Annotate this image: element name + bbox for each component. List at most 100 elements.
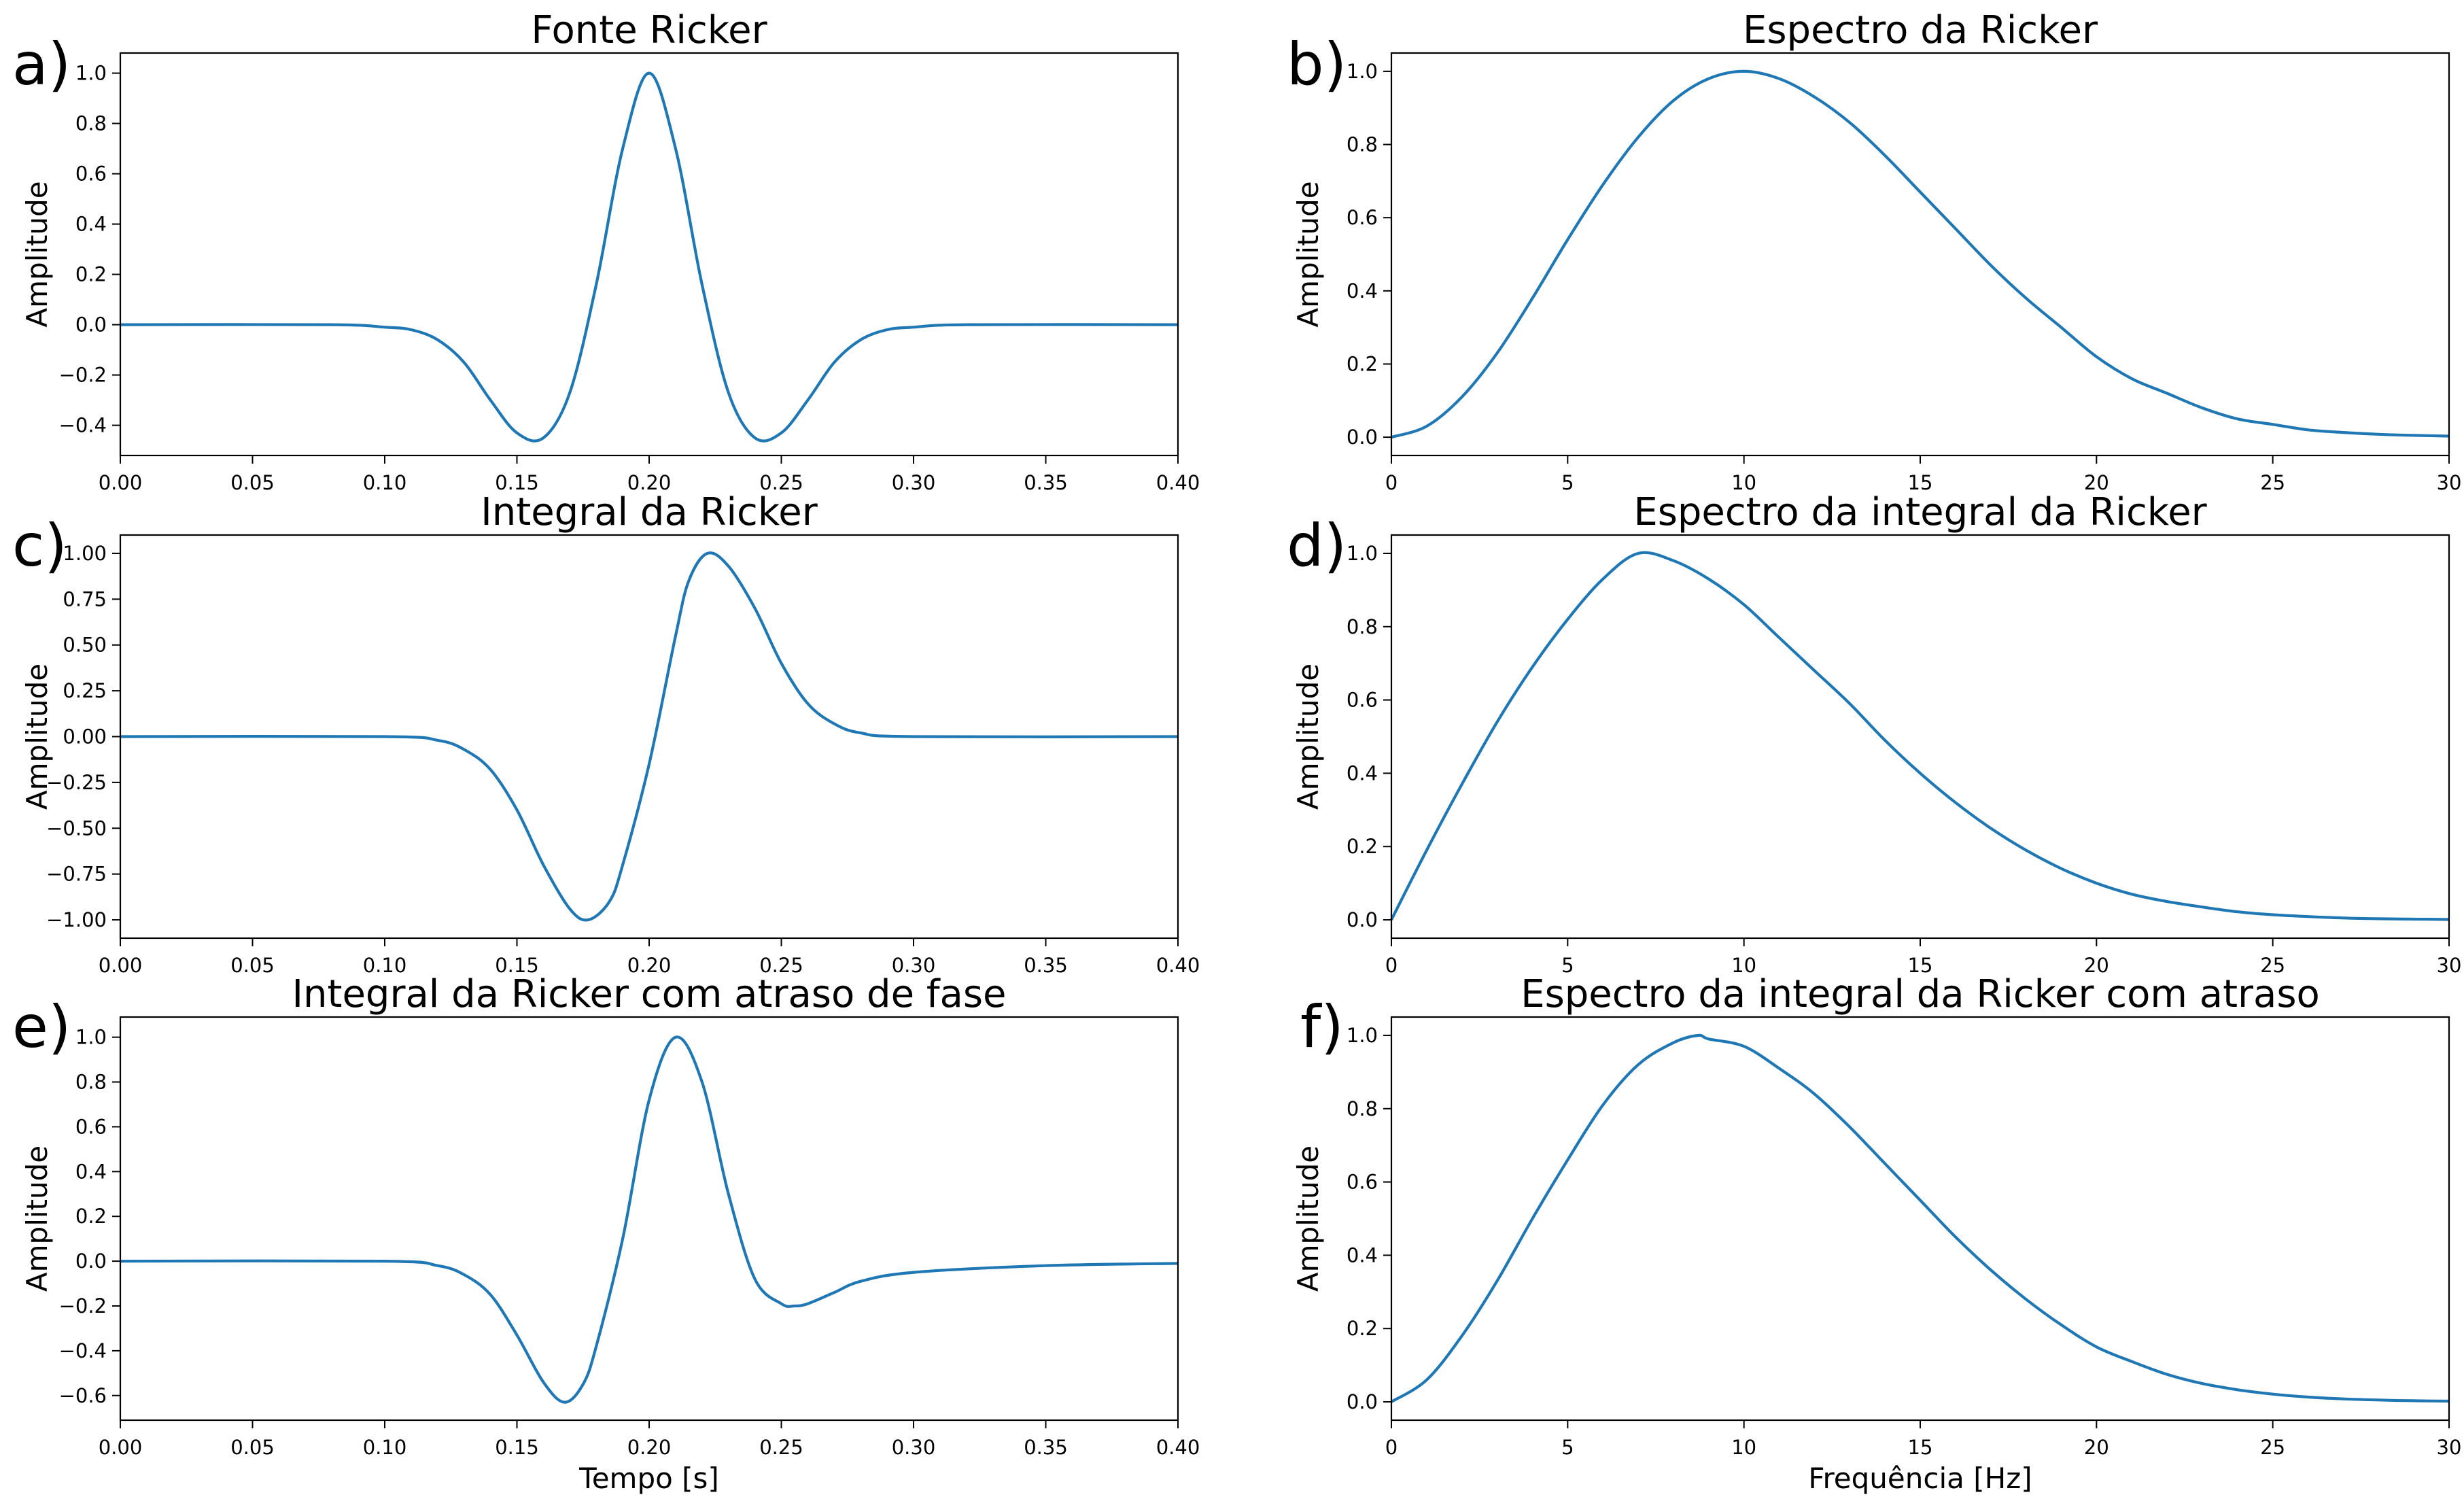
x-tick-label-d-6: 30 [2437, 954, 2462, 977]
x-tick-label-c-7: 0.35 [1024, 954, 1068, 977]
x-tick-label-e-1: 0.05 [230, 1436, 275, 1459]
chart-panel-d: 0 5 10 15 20 25 30 0.0 0.2 0.4 0.6 0.8 1.0 Espectro d… [1291, 490, 2461, 977]
x-tick-label-d-0: 0 [1385, 954, 1398, 977]
panel-label-e: e) [12, 993, 71, 1061]
y-tick-label-c-3: −0.25 [46, 771, 107, 794]
x-tick-label-d-5: 25 [2260, 954, 2285, 977]
axes-frame-b [1390, 52, 2450, 457]
y-tick-label-c-8: 1.00 [63, 542, 107, 565]
x-tick-label-d-3: 15 [1908, 954, 1933, 977]
y-tick-label-c-0: −1.00 [46, 908, 107, 931]
y-tick-label-e-6: 0.6 [75, 1115, 107, 1138]
x-tick-label-b-1: 5 [1561, 471, 1574, 494]
x-tick-label-f-6: 30 [2437, 1436, 2462, 1459]
series-line-c-0 [120, 551, 1179, 922]
y-tick-label-c-5: 0.25 [63, 679, 107, 702]
x-tick-label-e-0: 0.00 [99, 1436, 143, 1459]
y-tick-label-f-4: 0.8 [1347, 1097, 1378, 1120]
y-tick-label-c-2: −0.50 [46, 816, 107, 840]
y-tick-label-a-1: −0.2 [59, 364, 107, 387]
x-tick-label-e-2: 0.10 [363, 1436, 407, 1459]
x-tick-label-b-2: 10 [1731, 471, 1756, 494]
x-tick-label-f-0: 0 [1385, 1436, 1398, 1459]
x-tick-label-b-3: 15 [1908, 471, 1933, 494]
y-tick-label-b-5: 1.0 [1347, 60, 1378, 83]
y-axis-label-d: Amplitude [1291, 664, 1325, 810]
x-tick-label-f-1: 5 [1561, 1436, 1574, 1459]
y-axis-label-b: Amplitude [1291, 181, 1325, 327]
axes-frame-d [1390, 534, 2450, 940]
x-tick-label-c-2: 0.10 [363, 954, 407, 977]
chart-panel-a: 0.00 0.05 0.10 0.15 0.20 0.25 0.30 0.35 0.40 −0.4… [20, 8, 1200, 494]
chart-title-a: Fonte Ricker [531, 8, 767, 52]
y-tick-label-b-3: 0.6 [1347, 206, 1378, 229]
x-tick-label-d-4: 20 [2084, 954, 2109, 977]
y-tick-label-d-1: 0.2 [1347, 835, 1378, 858]
y-tick-label-c-7: 0.75 [63, 587, 107, 610]
y-tick-label-e-0: −0.6 [59, 1384, 107, 1407]
x-tick-label-a-7: 0.35 [1024, 471, 1068, 494]
x-tick-label-c-5: 0.25 [759, 954, 803, 977]
chart-panel-c: 0.00 0.05 0.10 0.15 0.20 0.25 0.30 0.35 0.40 −1.0… [20, 490, 1200, 977]
y-tick-label-e-2: −0.2 [59, 1294, 107, 1318]
x-tick-label-f-2: 10 [1731, 1436, 1756, 1459]
y-tick-label-e-5: 0.4 [75, 1160, 107, 1183]
chart-panel-e: 0.00 0.05 0.10 0.15 0.20 0.25 0.30 0.35 0.40 −0.6… [20, 972, 1200, 1495]
y-tick-label-d-5: 1.0 [1347, 542, 1378, 565]
y-axis-label-e: Amplitude [20, 1146, 54, 1292]
y-tick-label-a-6: 0.8 [75, 112, 107, 135]
x-tick-label-a-3: 0.15 [495, 471, 539, 494]
y-tick-label-b-2: 0.4 [1347, 279, 1378, 303]
y-tick-label-e-3: 0.0 [75, 1250, 107, 1273]
y-tick-label-b-1: 0.2 [1347, 352, 1378, 375]
y-tick-label-f-3: 0.6 [1347, 1171, 1378, 1194]
x-tick-label-e-6: 0.30 [892, 1436, 936, 1459]
x-tick-label-d-1: 5 [1561, 954, 1574, 977]
x-tick-label-a-8: 0.40 [1156, 471, 1200, 494]
x-tick-label-b-4: 20 [2084, 471, 2109, 494]
x-tick-label-c-6: 0.30 [892, 954, 936, 977]
y-tick-label-f-1: 0.2 [1347, 1317, 1378, 1340]
y-tick-label-d-4: 0.8 [1347, 615, 1378, 638]
x-tick-label-e-8: 0.40 [1156, 1436, 1200, 1459]
y-tick-label-b-4: 0.8 [1347, 133, 1378, 156]
x-tick-label-c-8: 0.40 [1156, 954, 1200, 977]
x-tick-label-a-4: 0.20 [627, 471, 672, 494]
x-tick-label-e-7: 0.35 [1024, 1436, 1068, 1459]
chart-panel-b: 0 5 10 15 20 25 30 0.0 0.2 0.4 0.6 0.8 1.0 Espectro d… [1291, 8, 2461, 494]
series-line-b-0 [1391, 69, 2450, 439]
x-tick-label-a-2: 0.10 [363, 471, 407, 494]
axes-frame-f [1390, 1016, 2450, 1422]
y-tick-label-e-1: −0.4 [59, 1339, 107, 1362]
y-tick-label-d-3: 0.6 [1347, 689, 1378, 712]
x-tick-label-a-6: 0.30 [892, 471, 936, 494]
y-tick-label-d-0: 0.0 [1347, 908, 1378, 931]
y-tick-label-e-8: 1.0 [75, 1026, 107, 1049]
panel-label-d: d) [1287, 512, 1347, 580]
y-tick-label-c-6: 0.50 [63, 634, 107, 657]
y-tick-label-a-4: 0.4 [75, 213, 107, 236]
y-tick-label-f-2: 0.4 [1347, 1243, 1378, 1267]
y-tick-label-c-1: −0.75 [46, 863, 107, 886]
y-axis-label-c: Amplitude [20, 664, 54, 810]
x-tick-label-f-4: 20 [2084, 1436, 2109, 1459]
axes-frame-a [119, 52, 1179, 457]
x-axis-label-e: Tempo [s] [578, 1462, 719, 1495]
x-tick-label-a-1: 0.05 [230, 471, 275, 494]
x-tick-label-a-0: 0.00 [99, 471, 143, 494]
x-tick-label-b-6: 30 [2437, 471, 2462, 494]
axes-frame-e [119, 1016, 1179, 1422]
y-tick-label-a-7: 1.0 [75, 62, 107, 85]
x-tick-label-c-3: 0.15 [495, 954, 539, 977]
y-tick-label-b-0: 0.0 [1347, 426, 1378, 449]
y-tick-label-a-2: 0.0 [75, 313, 107, 337]
x-axis-label-f: Frequência [Hz] [1808, 1462, 2032, 1495]
x-tick-label-e-4: 0.20 [627, 1436, 672, 1459]
x-tick-label-c-0: 0.00 [99, 954, 143, 977]
chart-title-c: Integral da Ricker [481, 490, 818, 534]
x-tick-label-f-3: 15 [1908, 1436, 1933, 1459]
x-tick-label-a-5: 0.25 [759, 471, 803, 494]
y-tick-label-f-0: 0.0 [1347, 1390, 1378, 1413]
series-line-e-0 [120, 1035, 1179, 1404]
